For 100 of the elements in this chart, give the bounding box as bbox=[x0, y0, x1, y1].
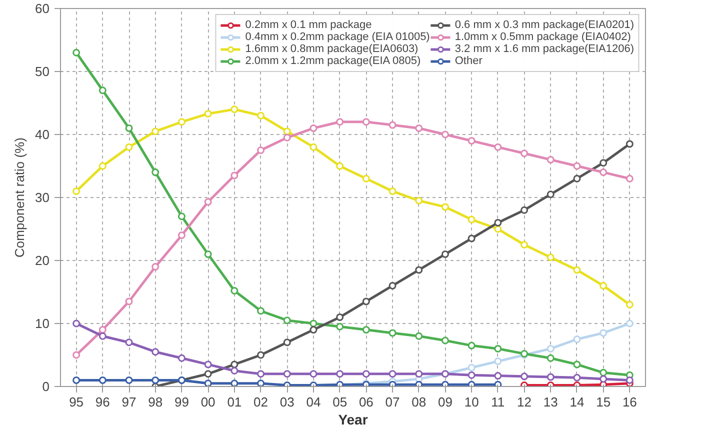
point bbox=[362, 118, 370, 126]
x-tick-label: 97 bbox=[122, 394, 136, 410]
point bbox=[388, 187, 396, 195]
y-tick-label: 40 bbox=[35, 127, 50, 142]
x-tick-label: 12 bbox=[517, 394, 532, 410]
point bbox=[546, 254, 554, 262]
legend-label: Other bbox=[454, 55, 482, 67]
point bbox=[441, 203, 449, 211]
point bbox=[310, 320, 318, 328]
point bbox=[468, 342, 476, 350]
point bbox=[600, 375, 608, 383]
point bbox=[230, 106, 238, 114]
x-tick-label: 02 bbox=[254, 394, 268, 410]
point bbox=[441, 336, 449, 344]
x-tick-label: 01 bbox=[227, 394, 242, 410]
point bbox=[98, 332, 106, 340]
point bbox=[125, 298, 133, 306]
x-tick-label: 99 bbox=[174, 394, 189, 410]
legend-label: 0.6 mm x 0.3 mm package(EIA0201) bbox=[454, 19, 634, 31]
point bbox=[336, 162, 344, 170]
point bbox=[336, 313, 344, 321]
legend-label: 2.0mm x 1.2mm package(EIA 0805) bbox=[245, 55, 421, 67]
x-tick-label: 03 bbox=[280, 394, 294, 410]
point bbox=[573, 336, 581, 343]
point bbox=[336, 370, 344, 378]
y-tick-label: 20 bbox=[35, 253, 50, 268]
point bbox=[125, 124, 133, 132]
point bbox=[283, 128, 291, 136]
point bbox=[283, 134, 291, 142]
point bbox=[336, 118, 344, 126]
legend-label: 1.0mm x 0.5mm package (EIA0402) bbox=[454, 31, 631, 43]
point bbox=[72, 351, 80, 359]
point bbox=[415, 332, 423, 340]
point bbox=[546, 354, 554, 362]
point bbox=[72, 48, 80, 56]
point bbox=[152, 348, 160, 356]
point bbox=[546, 344, 554, 352]
point bbox=[626, 300, 634, 308]
point bbox=[626, 174, 634, 182]
legend-label: 1.6mm x 0.8mm package(EIA0603) bbox=[245, 43, 418, 55]
point bbox=[573, 162, 581, 170]
point bbox=[494, 225, 502, 233]
point bbox=[98, 326, 106, 334]
point bbox=[388, 282, 396, 290]
point bbox=[204, 110, 212, 118]
point bbox=[72, 187, 80, 195]
point bbox=[600, 368, 608, 376]
point bbox=[310, 370, 318, 378]
point bbox=[415, 124, 423, 132]
point bbox=[98, 162, 106, 170]
x-tick-label: 10 bbox=[464, 394, 479, 410]
legend-label: 3.2 mm x 1.6 mm package(EIA1206) bbox=[454, 43, 634, 55]
y-tick-label: 60 bbox=[35, 1, 50, 16]
point bbox=[520, 206, 528, 214]
point bbox=[204, 360, 212, 368]
x-tick-label: 11 bbox=[491, 394, 505, 410]
point bbox=[257, 370, 265, 378]
point bbox=[494, 344, 502, 352]
point bbox=[388, 370, 396, 378]
y-tick-label: 0 bbox=[42, 379, 50, 394]
point bbox=[125, 338, 133, 346]
x-tick-label: 07 bbox=[385, 394, 400, 410]
x-tick-label: 14 bbox=[570, 394, 584, 410]
point bbox=[125, 143, 133, 151]
point bbox=[204, 370, 212, 378]
legend-label: 0.2mm x 0.1 mm package bbox=[245, 19, 372, 31]
point bbox=[257, 112, 265, 120]
point bbox=[415, 380, 423, 386]
point bbox=[520, 150, 528, 158]
point bbox=[546, 373, 554, 381]
point bbox=[152, 376, 160, 384]
point bbox=[600, 329, 608, 337]
point bbox=[310, 326, 318, 334]
point bbox=[362, 174, 370, 182]
point bbox=[546, 156, 554, 164]
point bbox=[204, 198, 212, 206]
y-tick-label: 50 bbox=[35, 64, 50, 79]
point bbox=[468, 371, 476, 379]
x-tick-label: 98 bbox=[148, 394, 163, 410]
point bbox=[72, 320, 80, 328]
point bbox=[626, 376, 634, 384]
point bbox=[152, 168, 160, 176]
point bbox=[626, 140, 634, 148]
point bbox=[204, 380, 212, 386]
point bbox=[468, 364, 476, 372]
point bbox=[230, 172, 238, 180]
point bbox=[494, 143, 502, 151]
point bbox=[441, 250, 449, 258]
legend-label: 0.4mm x 0.2mm package (EIA 01005) bbox=[245, 31, 430, 43]
point bbox=[178, 212, 186, 220]
point bbox=[178, 118, 186, 126]
point bbox=[468, 380, 476, 386]
point bbox=[573, 174, 581, 182]
point bbox=[626, 320, 634, 328]
point bbox=[152, 263, 160, 271]
point bbox=[546, 190, 554, 198]
point bbox=[362, 298, 370, 306]
point bbox=[257, 380, 265, 386]
x-tick-label: 08 bbox=[412, 394, 426, 410]
x-tick-label: 00 bbox=[200, 394, 216, 410]
